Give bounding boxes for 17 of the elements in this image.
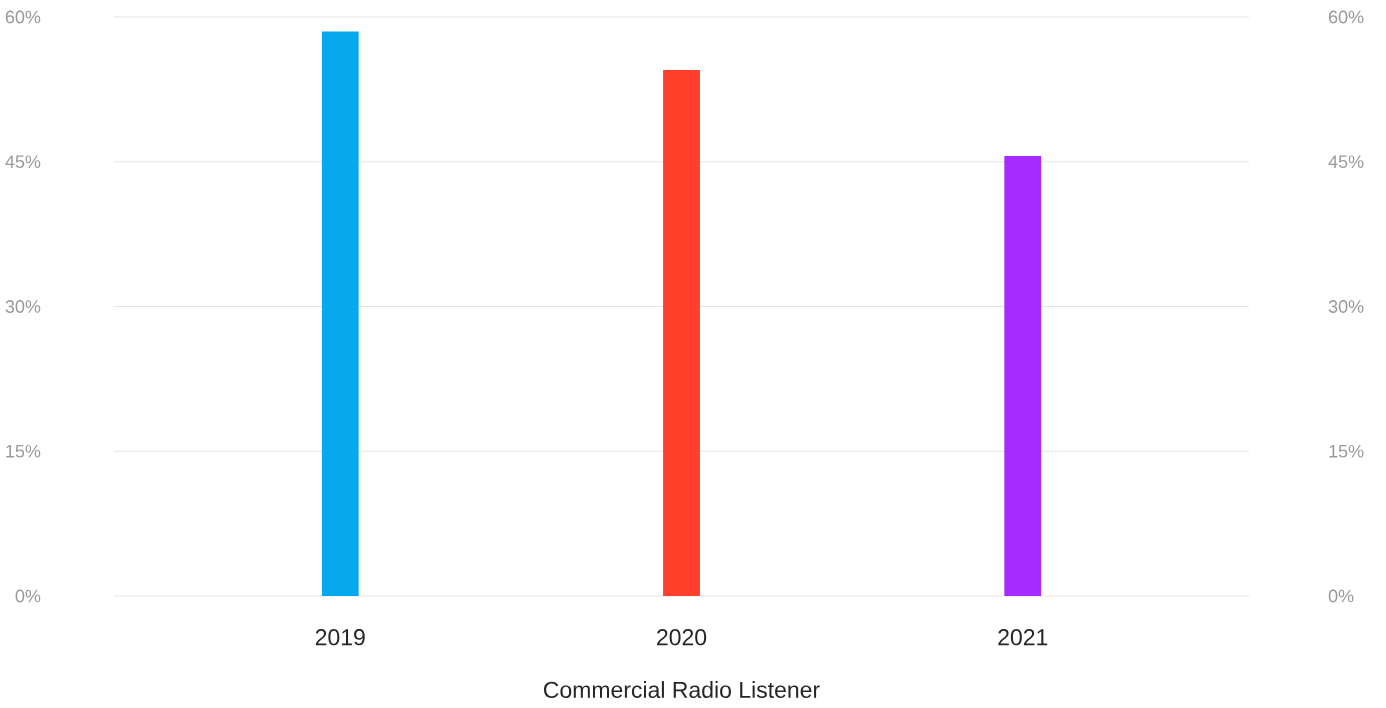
y2-tick-label: 15% (1329, 444, 1364, 458)
y2-tick-label: 0% (1328, 589, 1354, 603)
x-tick-label: 2019 (315, 629, 365, 646)
x-axis-title: Commercial Radio Listener (543, 681, 820, 698)
bar (663, 70, 700, 596)
y-tick-label: 60% (5, 10, 41, 24)
x-tick-label: 2020 (657, 629, 707, 646)
y-tick-label: 45% (5, 155, 41, 169)
bar (1004, 155, 1042, 596)
y-tick-label: 0% (15, 589, 41, 603)
x-tick-label: 2021 (998, 629, 1048, 646)
y-tick-label: 30% (5, 300, 41, 313)
y-tick-label: 15% (6, 444, 41, 458)
y2-tick-label: 30% (1328, 300, 1364, 313)
y2-tick-label: 60% (1328, 10, 1364, 24)
y2-tick-label: 45% (1328, 155, 1364, 169)
bar (321, 31, 359, 596)
